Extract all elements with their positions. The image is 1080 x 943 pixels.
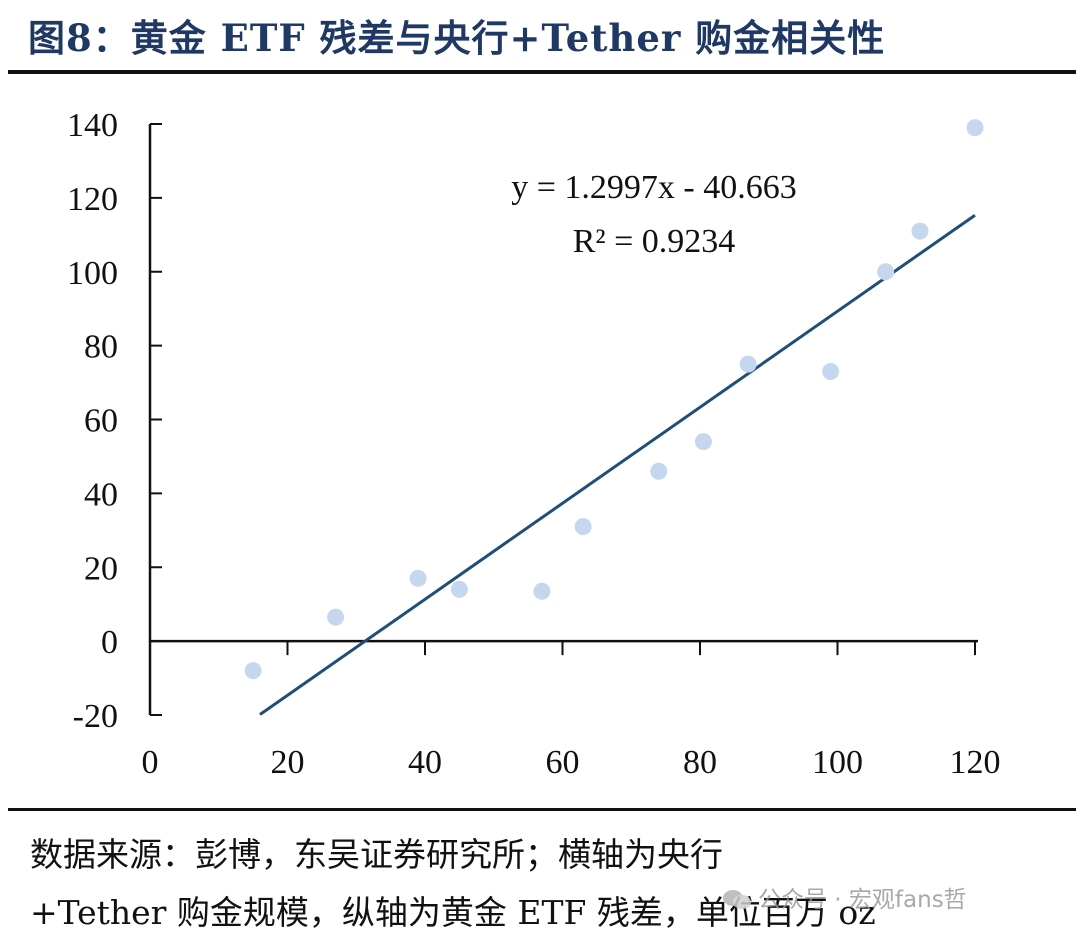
data-point [409,569,427,587]
wechat-icon [723,890,751,909]
y-tick-label: 40 [84,476,118,513]
x-tick-label: 100 [812,744,863,781]
x-tick-label: 120 [950,744,1001,781]
y-tick-label: 120 [67,181,118,218]
x-tick-label: 0 [142,744,159,781]
data-point [694,433,712,451]
y-tick-label: 60 [84,403,118,440]
data-points [244,119,984,680]
data-point [574,518,592,536]
trendline-equation: y = 1.2997x - 40.663 [511,169,797,206]
equation-group: y = 1.2997x - 40.663 R² = 0.9234 [511,169,797,260]
x-tick-label: 40 [408,744,442,781]
data-point [877,263,895,281]
axes [148,123,978,716]
data-point [650,462,668,480]
watermark: 公众号 · 宏观fans哲 [722,880,967,914]
data-point [533,582,551,600]
data-point [822,362,840,380]
x-tick-label: 80 [683,744,717,781]
tick-labels: -20 0 20 40 60 80 100 120 140 0 20 40 60 80 100 120 [67,107,1001,781]
data-point [739,355,757,373]
data-point [911,222,929,240]
trendline [259,214,976,716]
y-tick-label: 100 [67,255,118,292]
source-note-line1: 数据来源：彭博，东吴证券研究所；横轴为央行 [30,835,723,874]
chart-title: 图8：黄金 ETF 残差与央行+Tether 购金相关性 [28,16,886,60]
y-tick-label: 20 [84,550,118,587]
scatter-chart: -20 0 20 40 60 80 100 120 140 0 20 40 60 80 100 120 y =… [67,107,1001,781]
data-point [966,119,984,137]
x-tick-label: 20 [271,744,305,781]
data-point [244,662,262,680]
y-tick-label: -20 [73,698,118,735]
y-tick-label: 0 [101,624,118,661]
trendline-group [259,214,976,716]
data-point [450,580,468,598]
x-tick-label: 60 [546,744,580,781]
data-point [327,608,345,626]
bottom-divider [8,808,1076,811]
y-tick-label: 140 [67,107,118,144]
watermark-text: 公众号 · 宏观fans哲 [758,887,967,913]
y-tick-label: 80 [84,329,118,366]
top-divider [8,70,1076,74]
r-squared-label: R² = 0.9234 [573,223,736,260]
